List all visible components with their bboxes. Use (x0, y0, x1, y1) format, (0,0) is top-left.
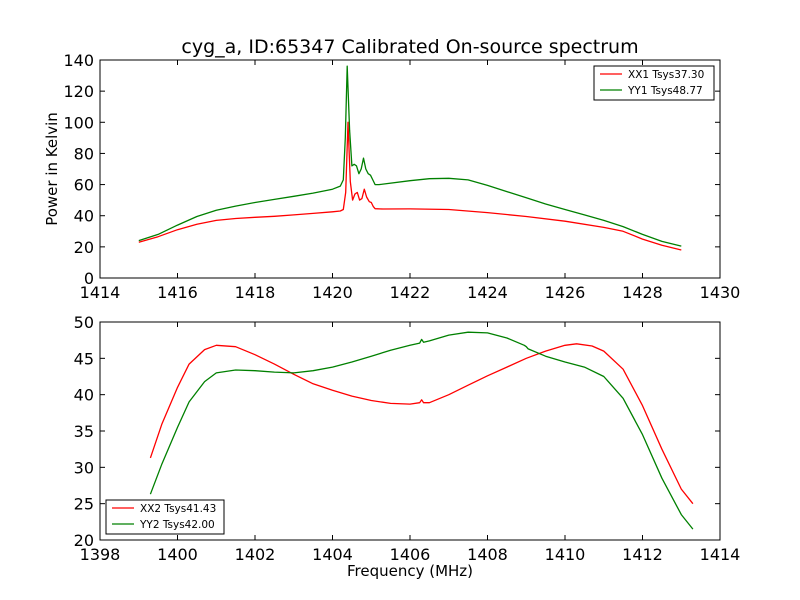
bottom-y-tick-label: 50 (74, 313, 94, 332)
bottom-y-tick-label: 35 (74, 422, 94, 441)
bottom-y-tick-label: 30 (74, 458, 94, 477)
bottom-legend: XX2 Tsys41.43 YY2 Tsys42.00 (105, 499, 225, 535)
top-x-tick-label: 1422 (390, 283, 431, 302)
bottom-axes-frame (99, 321, 721, 541)
top-axis-ticks: 1414 1416 1418 1420 1422 1424 1426 1428 1430 0 20 4… (63, 51, 740, 302)
legend-label-yy2: YY2 Tsys42.00 (139, 519, 215, 531)
bottom-series-line-yy (149, 331, 694, 530)
bottom-axis-ticks: 1398 1400 1402 1404 1406 1408 1410 1412 1414 20 25… (74, 313, 741, 564)
top-x-tick-label: 1424 (467, 283, 508, 302)
bottom-x-tick-label: 1414 (700, 545, 741, 564)
top-spectrum-panel: cyg_a, ID:65347 Calibrated On-source spe… (43, 36, 740, 302)
top-x-tick-label: 1428 (622, 283, 663, 302)
top-y-tick-label: 80 (74, 144, 94, 163)
legend-label-xx1: XX1 Tsys37.30 (628, 69, 704, 81)
bottom-x-tick-label: 1406 (390, 545, 431, 564)
top-series-line-yy (138, 65, 682, 247)
top-x-tick-label: 1426 (545, 283, 586, 302)
top-legend-box (593, 65, 715, 101)
legend-label-yy1: YY1 Tsys48.77 (627, 85, 703, 97)
bottom-x-tick-label: 1408 (467, 545, 508, 564)
top-series-line-xx (138, 121, 682, 251)
top-axes-frame (99, 59, 721, 279)
top-y-tick-label: 20 (74, 238, 94, 257)
top-x-tick-label: 1414 (80, 283, 121, 302)
top-y-tick-label: 140 (63, 51, 94, 70)
bottom-y-tick-label: 45 (74, 349, 94, 368)
bottom-x-tick-label: 1398 (80, 545, 121, 564)
bottom-x-tick-label: 1402 (235, 545, 276, 564)
top-legend: XX1 Tsys37.30 YY1 Tsys48.77 (593, 65, 715, 101)
bottom-series-line-xx (149, 343, 694, 505)
bottom-x-tick-label: 1410 (545, 545, 586, 564)
top-y-tick-label: 120 (63, 82, 94, 101)
bottom-x-axis-label: Frequency (MHz) (347, 562, 473, 580)
bottom-y-tick-label: 25 (74, 495, 94, 514)
bottom-y-tick-label: 20 (74, 531, 94, 550)
bottom-legend-box (105, 499, 225, 535)
top-x-tick-label: 1416 (157, 283, 198, 302)
chart-title: cyg_a, ID:65347 Calibrated On-source spe… (181, 36, 638, 58)
top-series-group (138, 65, 682, 251)
bottom-x-tick-label: 1412 (622, 545, 663, 564)
bottom-x-tick-label: 1400 (157, 545, 198, 564)
top-x-tick-label: 1418 (235, 283, 276, 302)
bottom-spectrum-panel: 1398 1400 1402 1404 1406 1408 1410 1412 1414 20 25… (74, 313, 741, 580)
top-y-tick-label: 0 (84, 269, 94, 288)
top-x-tick-label: 1430 (700, 283, 741, 302)
top-y-axis-label: Power in Kelvin (43, 112, 61, 226)
top-x-tick-label: 1420 (312, 283, 353, 302)
bottom-y-tick-label: 40 (74, 386, 94, 405)
bottom-x-tick-label: 1404 (312, 545, 353, 564)
top-y-tick-label: 60 (74, 176, 94, 195)
legend-label-xx2: XX2 Tsys41.43 (140, 503, 216, 515)
top-y-tick-label: 100 (63, 113, 94, 132)
top-y-tick-label: 40 (74, 207, 94, 226)
bottom-series-group (149, 331, 694, 530)
